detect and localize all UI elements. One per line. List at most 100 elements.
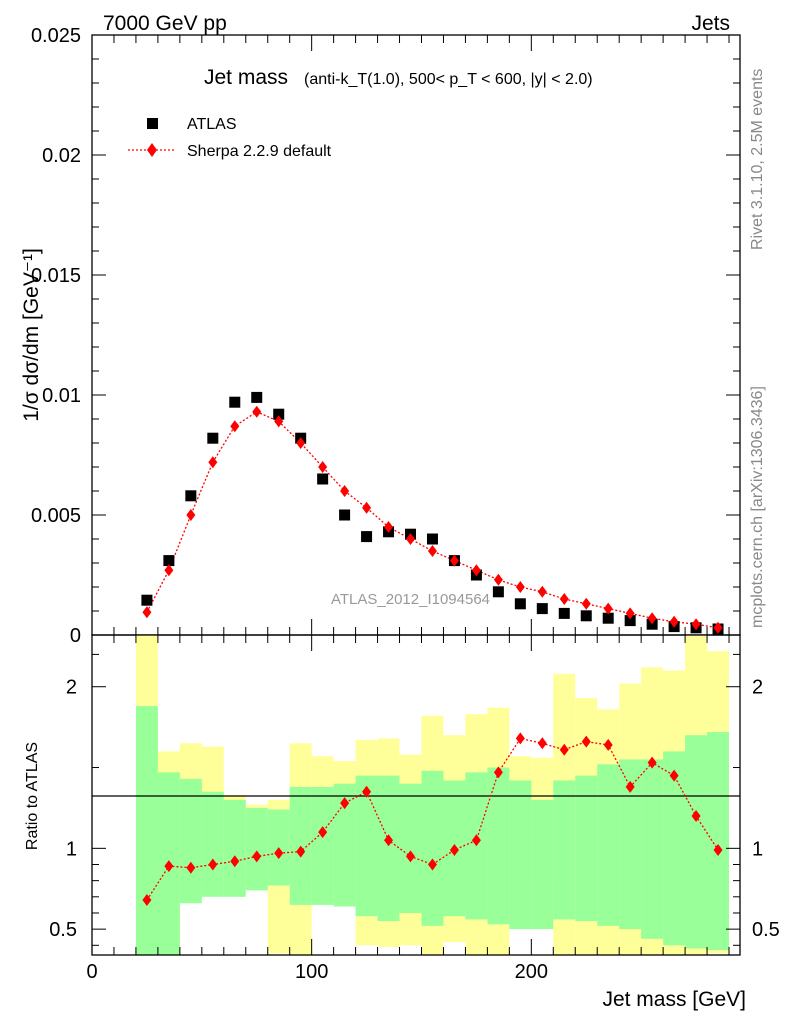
ratio-inner-band-bin	[355, 775, 378, 917]
sherpa-ratio-point	[625, 780, 635, 793]
y-axis-label-ratio: Ratio to ATLAS	[24, 742, 41, 850]
atlas-data-point	[229, 396, 241, 408]
sherpa-data-point	[647, 612, 657, 625]
sherpa-data-point	[449, 554, 459, 567]
ratio-inner-band-bin	[619, 759, 642, 930]
sherpa-data-point	[559, 593, 569, 605]
x-tick-label: 100	[295, 961, 328, 983]
ratio-inner-band-bin	[553, 780, 576, 920]
sherpa-ratio-line	[146, 737, 719, 901]
sherpa-ratio-point	[691, 810, 701, 823]
atlas-data-point	[602, 612, 614, 624]
ratio-inner-band-bin	[487, 767, 510, 925]
ratio-inner-band-bin	[641, 759, 664, 939]
mcplots-reference-label: mcplots.cern.ch [arXiv:1306.3436]	[749, 386, 766, 628]
legend-sherpa-label: Sherpa 2.2.9 default	[187, 143, 332, 160]
ratio-inner-band-bin	[333, 783, 356, 907]
sherpa-data-point	[318, 461, 328, 473]
atlas-data-point	[317, 473, 329, 485]
sherpa-ratio-point	[186, 861, 196, 874]
atlas-data-point	[558, 607, 570, 619]
sherpa-ratio-point	[515, 732, 525, 745]
main-title-detail: (anti-k_T(1.0), 500< p_T < 600, |y| < 2.…	[304, 71, 593, 88]
sherpa-ratio-point	[142, 894, 152, 907]
atlas-data-point	[339, 509, 351, 521]
sherpa-ratio-point	[449, 843, 459, 856]
sherpa-data-point	[274, 415, 284, 428]
sherpa-data-point	[252, 405, 262, 418]
sherpa-ratio-point	[208, 858, 218, 871]
main-y-tick-label: 0.01	[42, 385, 81, 407]
main-title: Jet mass	[204, 66, 288, 89]
ratio-inner-band-bin	[135, 706, 158, 955]
sherpa-data-point	[296, 437, 306, 449]
ratio-inner-band-bin	[245, 807, 268, 891]
sherpa-ratio-point	[493, 766, 503, 779]
sherpa-ratio-point	[274, 847, 284, 860]
x-axis-label: Jet mass [GeV]	[602, 988, 746, 1011]
ratio-inner-band-bin	[685, 735, 708, 949]
sherpa-ratio-point	[164, 860, 174, 873]
sherpa-data-point	[669, 615, 679, 628]
main-y-tick-label: 0.005	[31, 505, 81, 527]
sherpa-data-point	[164, 564, 174, 577]
ratio-inner-band-bin	[707, 731, 730, 951]
atlas-data-point	[185, 490, 197, 502]
atlas-data-point	[536, 603, 548, 615]
atlas-data-point	[492, 586, 504, 598]
legend: ATLAS Sherpa 2.2.9 default	[128, 116, 332, 160]
sherpa-data-point	[603, 602, 613, 615]
sherpa-data-point	[471, 564, 481, 577]
sherpa-ratio-point	[362, 785, 372, 798]
y-axis-label-main: 1/σ dσ/dm [GeV⁻¹]	[20, 248, 43, 422]
sherpa-data-point	[406, 533, 416, 545]
ratio-y-tick-label: 2	[66, 677, 77, 699]
ratio-inner-band-bin	[399, 783, 422, 913]
atlas-data-point	[361, 531, 373, 543]
analysis-watermark: ATLAS_2012_I1094564	[331, 591, 490, 608]
sherpa-ratio-point	[471, 834, 481, 847]
sherpa-ratio-point	[296, 845, 306, 858]
sherpa-ratio-point	[669, 769, 679, 782]
sherpa-ratio-point	[427, 858, 437, 871]
sherpa-data-point	[625, 607, 635, 620]
ratio-inner-band-bin	[179, 778, 202, 904]
sherpa-data-point	[384, 521, 394, 533]
atlas-data-point	[251, 391, 263, 403]
legend-atlas-label: ATLAS	[187, 116, 237, 133]
sherpa-ratio-point	[713, 843, 723, 856]
ratio-inner-band-bin	[421, 770, 444, 926]
atlas-data-point	[141, 594, 153, 606]
ratio-inner-band-bin	[377, 775, 400, 922]
sherpa-ratio-point	[384, 834, 394, 847]
ratio-plot-frame	[91, 634, 741, 956]
sherpa-data-point	[362, 501, 372, 514]
sherpa-ratio-point	[647, 756, 657, 769]
atlas-data-point	[163, 555, 175, 567]
sherpa-ratio-point	[252, 850, 262, 863]
sherpa-ratio-point	[340, 797, 350, 810]
sherpa-ratio-point	[230, 855, 240, 868]
sherpa-data-point	[208, 456, 218, 469]
main-y-tick-label: 0.02	[42, 145, 81, 167]
main-y-tick-label: 0.025	[31, 25, 81, 47]
ratio-inner-band-bin	[663, 751, 686, 946]
ratio-plot-panel: 2 2 1 1 0.5 0.5 0 100 200 Ratio to ATLAS Jet mas…	[24, 634, 780, 1011]
ratio-inner-band-bin	[223, 799, 246, 897]
atlas-data-point	[580, 610, 592, 622]
sherpa-data-point	[515, 581, 525, 593]
ratio-inner-band-bin	[597, 764, 620, 926]
ratio-inner-band-bin	[509, 780, 532, 930]
sherpa-data-point	[340, 485, 350, 497]
header-left-label: 7000 GeV pp	[103, 12, 227, 35]
legend-atlas-marker	[147, 118, 158, 129]
x-tick-label: 0	[86, 961, 97, 983]
atlas-data-point	[624, 615, 636, 627]
x-tick-label: 200	[515, 961, 548, 983]
sherpa-ratio-point	[537, 737, 547, 750]
sherpa-data-point	[537, 585, 547, 598]
sherpa-data-point	[186, 509, 196, 521]
sherpa-ratio-point	[603, 738, 613, 751]
ratio-inner-band-bin	[311, 786, 334, 905]
